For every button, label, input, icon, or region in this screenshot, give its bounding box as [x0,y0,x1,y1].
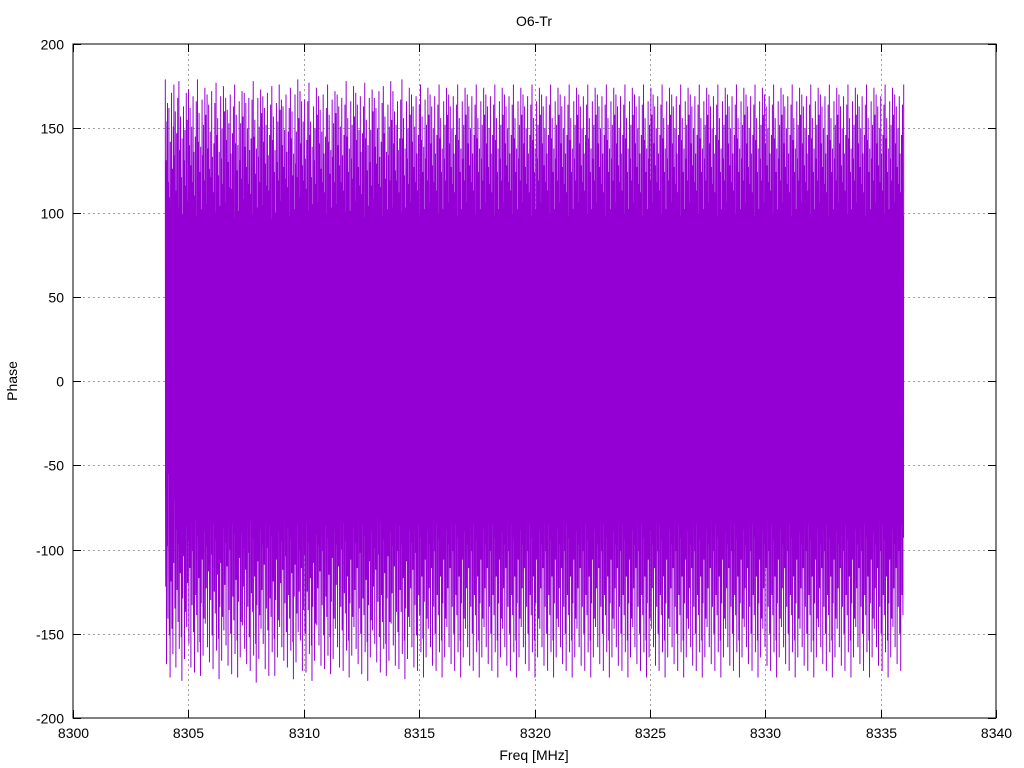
x-tick-label: 8315 [404,725,435,741]
y-tick-label: -150 [36,627,64,643]
y-tick-label: -200 [36,711,64,727]
y-tick-label: 150 [41,121,65,137]
x-tick-label: 8300 [58,725,89,741]
x-tick-label: 8325 [635,725,666,741]
y-axis-title: Phase [4,361,20,401]
y-tick-label: 100 [41,206,65,222]
tick-labels: 8300 8305 8310 8315 8320 8325 8330 8335 8340 -200… [36,37,1012,742]
y-tick-label: -50 [44,458,64,474]
x-tick-label: 8320 [520,725,551,741]
series-layer [164,79,905,683]
x-axis-title: Freq [MHz] [499,747,568,763]
phase-series-line [164,79,905,683]
y-tick-label: 50 [48,290,64,306]
y-tick-label: 200 [41,37,65,53]
chart-title: O6-Tr [516,13,552,29]
x-tick-label: 8335 [866,725,897,741]
y-tick-label: 0 [56,374,64,390]
x-tick-label: 8305 [173,725,204,741]
x-tick-label: 8340 [981,725,1012,741]
axis-ticks [73,44,997,719]
y-tick-label: -100 [36,543,64,559]
x-tick-label: 8330 [750,725,781,741]
x-tick-label: 8310 [289,725,320,741]
